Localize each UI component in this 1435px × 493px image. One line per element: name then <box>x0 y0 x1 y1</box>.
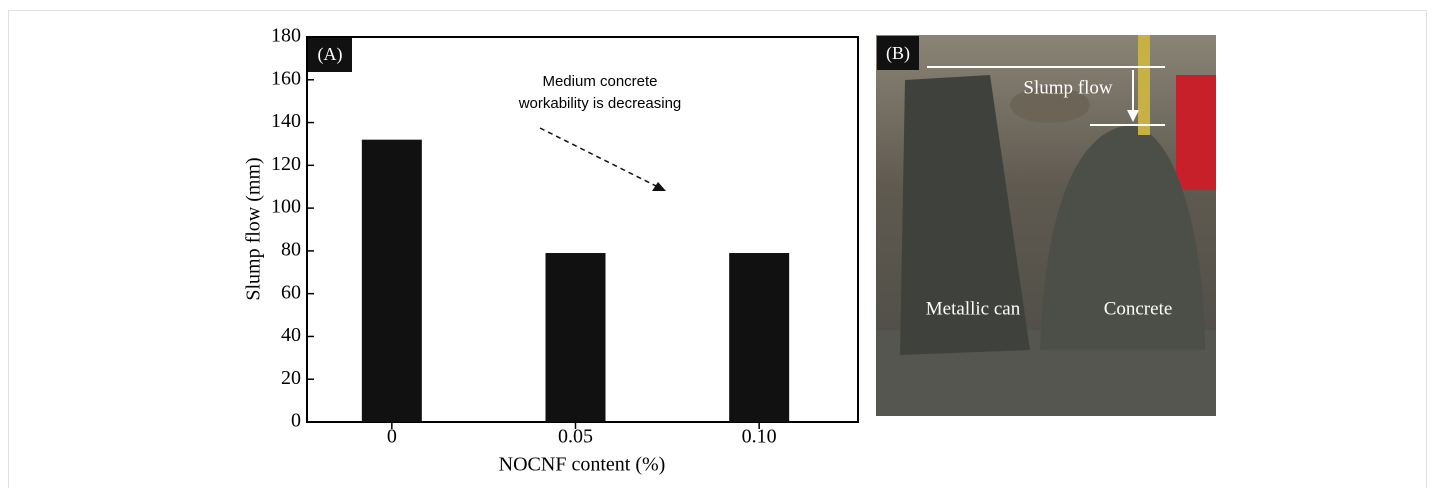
photo-label: Metallic can <box>926 298 1021 319</box>
x-axis-label: NOCNF content (%) <box>499 454 666 476</box>
y-tick-label: 180 <box>271 25 301 47</box>
x-tick-label: 0.10 <box>742 426 777 448</box>
bar <box>546 253 606 422</box>
y-axis-label: Slump flow (mm) <box>243 157 265 300</box>
bar <box>729 253 789 422</box>
y-tick-label: 140 <box>271 110 301 132</box>
y-tick-label: 160 <box>271 67 301 89</box>
y-tick-label: 20 <box>281 367 301 389</box>
panel-label: (A) <box>318 44 343 65</box>
panel-label: (B) <box>886 43 910 64</box>
y-tick-label: 60 <box>281 281 301 303</box>
annotation-arrow <box>540 128 658 187</box>
x-tick-label: 0 <box>387 426 397 448</box>
y-tick-label: 100 <box>271 196 301 218</box>
photo-b: (B) Slump flow Metallic can Concrete <box>876 35 1216 416</box>
annotation: workability is decreasing <box>518 95 682 112</box>
photo-label: Slump flow <box>1023 77 1112 98</box>
figure: (A) Medium concrete workability is decre… <box>0 0 1435 488</box>
chart-a: (A) Medium concrete workability is decre… <box>243 25 858 476</box>
y-tick-label: 40 <box>281 324 301 346</box>
page: {"chart_data": {"type": "bar", "panel_la… <box>0 0 1435 488</box>
x-tick-label: 0.05 <box>558 426 593 448</box>
y-tick-label: 120 <box>271 153 301 175</box>
y-tick-label: 80 <box>281 238 301 260</box>
annotation: Medium concrete <box>542 73 657 90</box>
bucket <box>1176 75 1216 190</box>
photo-label: Concrete <box>1104 298 1173 319</box>
bar <box>362 140 422 422</box>
ruler <box>1138 35 1150 135</box>
arrow-head <box>652 182 666 191</box>
y-tick-label: 0 <box>291 410 301 432</box>
